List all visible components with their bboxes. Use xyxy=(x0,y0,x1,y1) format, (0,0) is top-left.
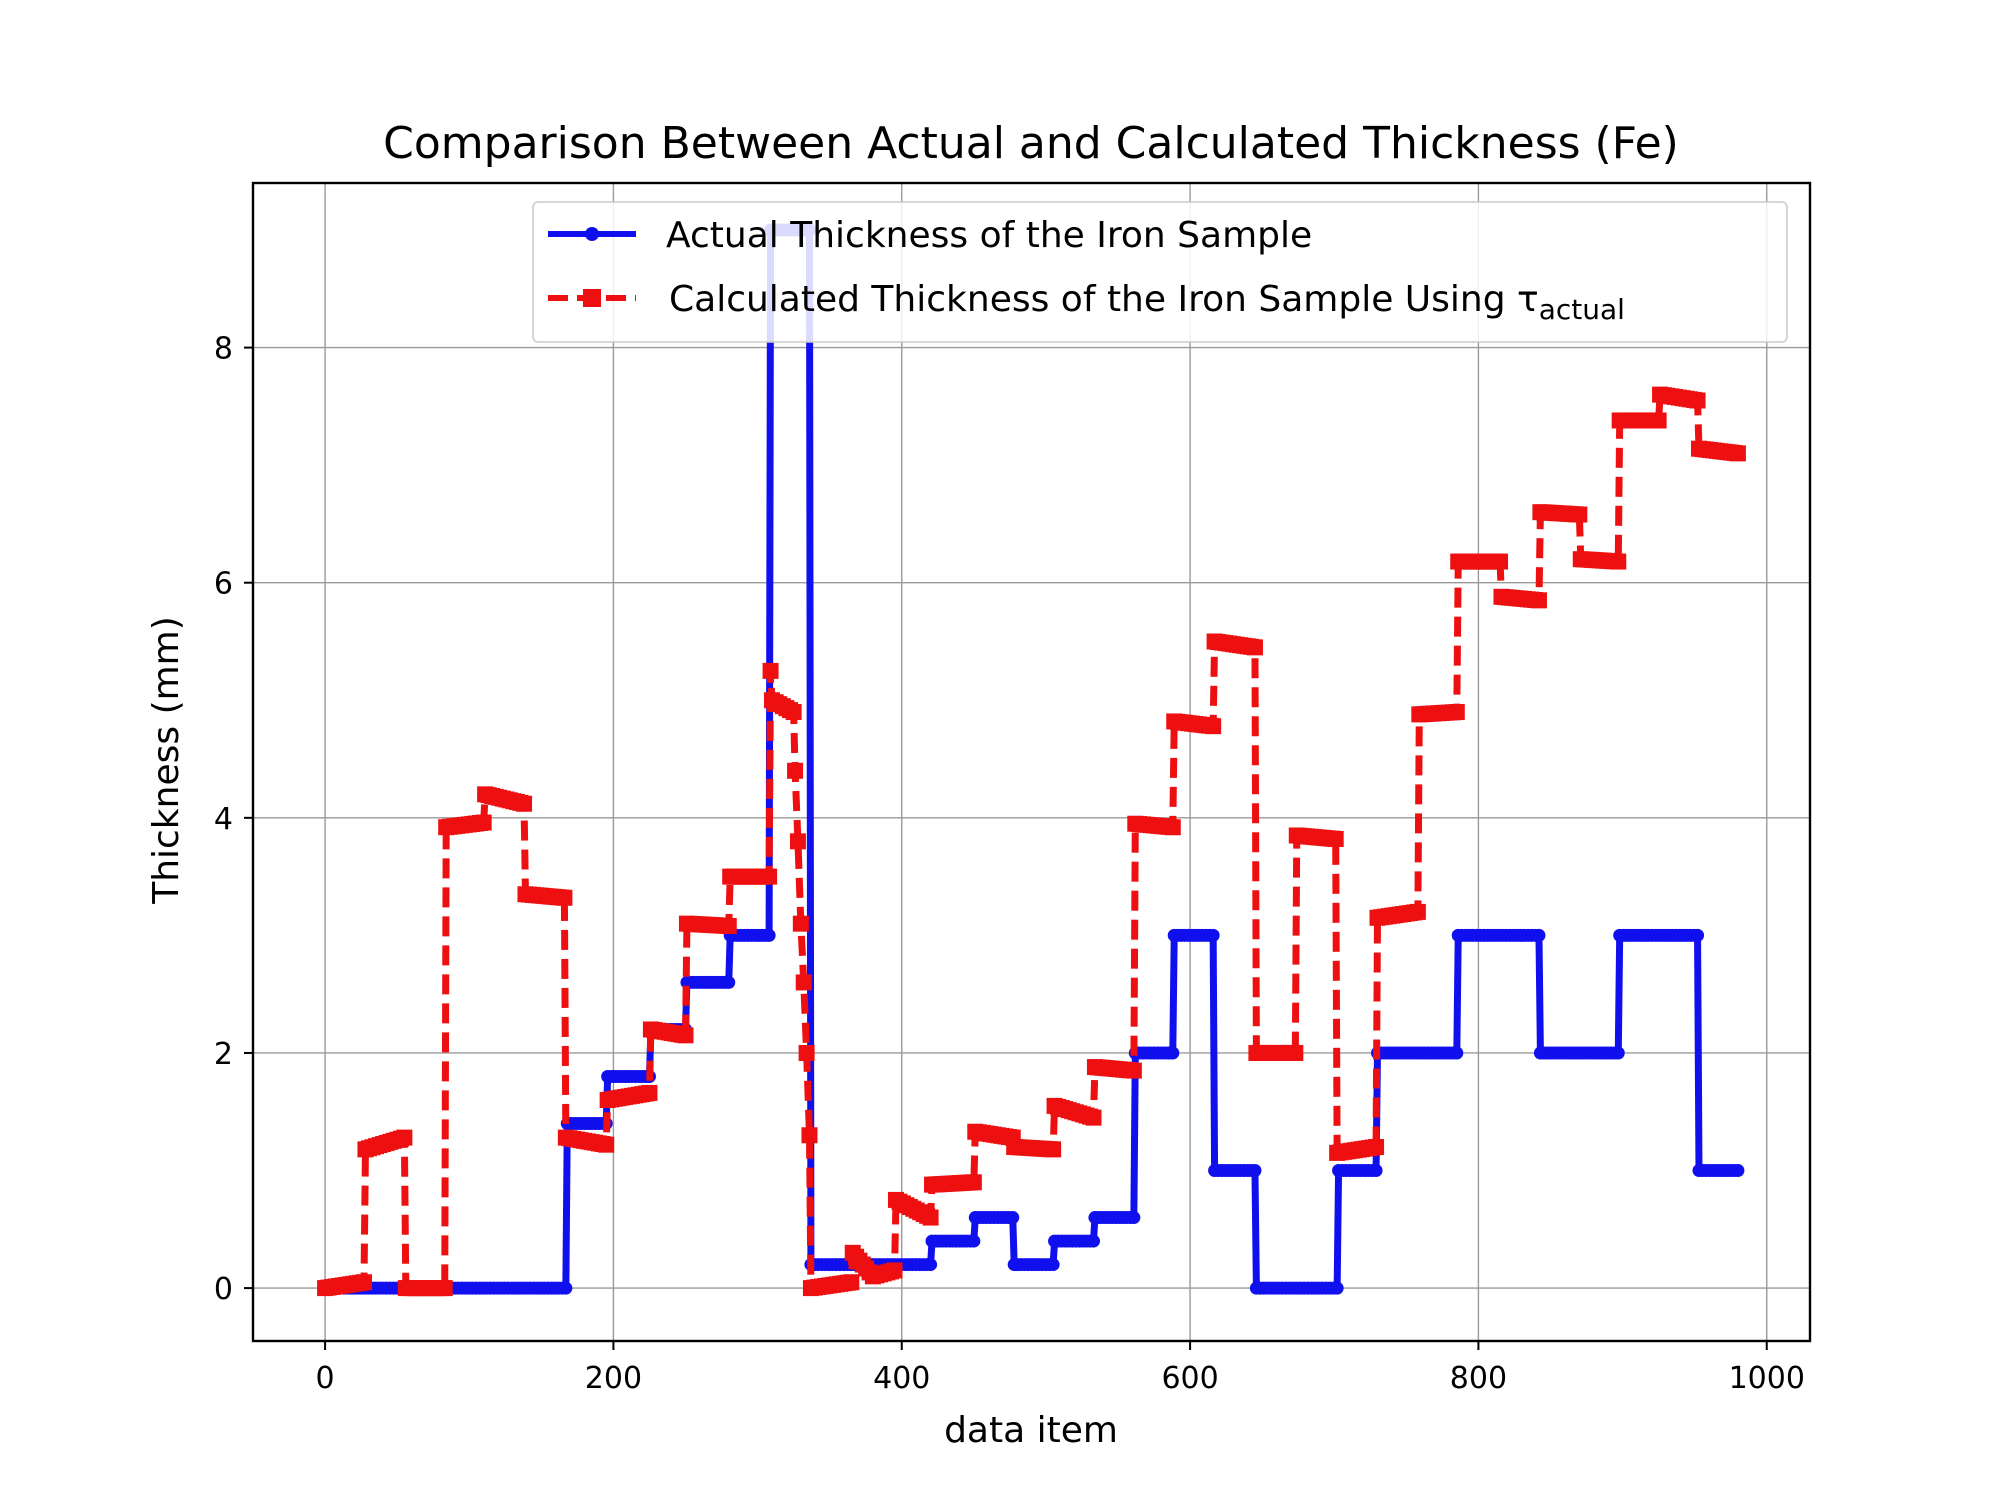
x-tick-label: 800 xyxy=(1450,1361,1507,1396)
data-point-calculated xyxy=(801,1127,818,1144)
data-point-actual xyxy=(1006,1211,1020,1225)
data-point-calculated xyxy=(965,1174,982,1191)
y-tick-label: 6 xyxy=(214,567,233,602)
data-point-calculated xyxy=(1327,831,1344,848)
data-point-calculated xyxy=(785,704,802,721)
x-tick-label: 0 xyxy=(316,1361,335,1396)
y-tick-label: 4 xyxy=(214,802,233,837)
x-tick-label: 400 xyxy=(873,1361,930,1396)
data-point-actual xyxy=(762,928,776,942)
data-point-calculated xyxy=(436,1280,453,1297)
data-point-actual xyxy=(1330,1281,1344,1295)
data-point-calculated xyxy=(1571,506,1588,523)
data-point-calculated xyxy=(787,762,804,779)
data-point-calculated xyxy=(1650,412,1667,429)
data-point-calculated xyxy=(677,1027,694,1044)
data-point-calculated xyxy=(475,814,492,831)
data-point-calculated xyxy=(798,1044,815,1061)
data-point-calculated xyxy=(1125,1062,1142,1079)
x-tick-label: 1000 xyxy=(1729,1361,1805,1396)
data-point-actual xyxy=(1248,1164,1262,1178)
data-point-calculated xyxy=(1729,445,1746,462)
legend-marker-calculated xyxy=(583,289,601,307)
x-axis-label: data item xyxy=(944,1410,1118,1451)
series-calculated xyxy=(317,386,1746,1297)
plot-area xyxy=(317,223,1746,1297)
legend-item-calculated: Calculated Thickness of the Iron Sample … xyxy=(548,279,1625,326)
legend-marker-actual xyxy=(585,227,599,241)
x-tick-label: 600 xyxy=(1161,1361,1218,1396)
data-point-calculated xyxy=(720,918,737,935)
data-point-actual xyxy=(1086,1234,1100,1248)
data-point-actual xyxy=(1127,1211,1141,1225)
data-point-calculated xyxy=(598,1136,615,1153)
series-actual xyxy=(318,223,1745,1295)
data-point-calculated xyxy=(795,974,812,991)
data-point-calculated xyxy=(792,915,809,932)
x-axis-ticks: 0 200 400 600 800 1000 xyxy=(316,1341,1805,1396)
x-tick-label: 200 xyxy=(585,1361,642,1396)
data-point-calculated xyxy=(556,889,573,906)
y-axis-label: Thickness (mm) xyxy=(146,616,187,905)
legend-label-actual: Actual Thickness of the Iron Sample xyxy=(666,215,1312,256)
data-point-calculated xyxy=(641,1084,658,1101)
y-tick-label: 2 xyxy=(214,1037,233,1072)
data-point-calculated xyxy=(1492,553,1509,570)
plot-frame xyxy=(251,181,1812,1343)
data-point-calculated xyxy=(843,1274,860,1291)
data-point-calculated xyxy=(1610,553,1627,570)
data-point-calculated xyxy=(1409,903,1426,920)
data-point-actual xyxy=(722,975,736,989)
data-point-actual xyxy=(1611,1046,1625,1060)
data-point-actual xyxy=(1166,1046,1180,1060)
legend-label-calculated: Calculated Thickness of the Iron Sample … xyxy=(669,279,1625,326)
data-point-actual xyxy=(1369,1164,1383,1178)
data-point-actual xyxy=(1046,1258,1060,1272)
data-point-calculated xyxy=(356,1274,373,1291)
data-point-calculated xyxy=(761,868,778,885)
y-axis-ticks: 0 2 4 6 8 xyxy=(214,332,253,1307)
data-point-calculated xyxy=(789,833,806,850)
data-point-calculated xyxy=(1246,639,1263,656)
data-point-calculated xyxy=(516,795,533,812)
series-line-actual xyxy=(325,226,1738,1292)
legend-label-calculated-main: Calculated Thickness of the Iron Sample … xyxy=(669,279,1539,320)
data-point-calculated xyxy=(1530,592,1547,609)
data-point-actual xyxy=(1731,1164,1745,1178)
data-point-actual xyxy=(1691,928,1705,942)
data-point-calculated xyxy=(886,1262,903,1279)
chart-title: Comparison Between Actual and Calculated… xyxy=(383,118,1679,169)
legend-item-actual: Actual Thickness of the Iron Sample xyxy=(548,215,1312,256)
data-point-actual xyxy=(924,1258,938,1272)
data-point-actual xyxy=(559,1281,573,1295)
legend: Actual Thickness of the Iron Sample Calc… xyxy=(532,201,1788,343)
y-tick-label: 8 xyxy=(214,332,233,367)
data-point-calculated xyxy=(1045,1141,1062,1158)
data-point-actual xyxy=(967,1234,981,1248)
data-point-calculated xyxy=(1368,1139,1385,1156)
y-tick-label: 0 xyxy=(214,1272,233,1307)
data-point-calculated xyxy=(1689,392,1706,409)
data-point-calculated xyxy=(922,1209,939,1226)
legend-label-calculated-subscript: actual xyxy=(1539,293,1625,326)
grid-lines xyxy=(253,183,1810,1341)
data-point-calculated xyxy=(1287,1044,1304,1061)
data-point-calculated xyxy=(1085,1109,1102,1126)
data-point-calculated xyxy=(1164,819,1181,836)
data-point-calculated xyxy=(1448,704,1465,721)
legend-box xyxy=(532,201,1788,343)
data-point-calculated xyxy=(1205,718,1222,735)
data-point-actual xyxy=(1532,928,1546,942)
data-point-calculated xyxy=(762,662,779,679)
data-point-calculated xyxy=(396,1129,413,1146)
data-point-actual xyxy=(1206,928,1220,942)
data-point-actual xyxy=(1450,1046,1464,1060)
